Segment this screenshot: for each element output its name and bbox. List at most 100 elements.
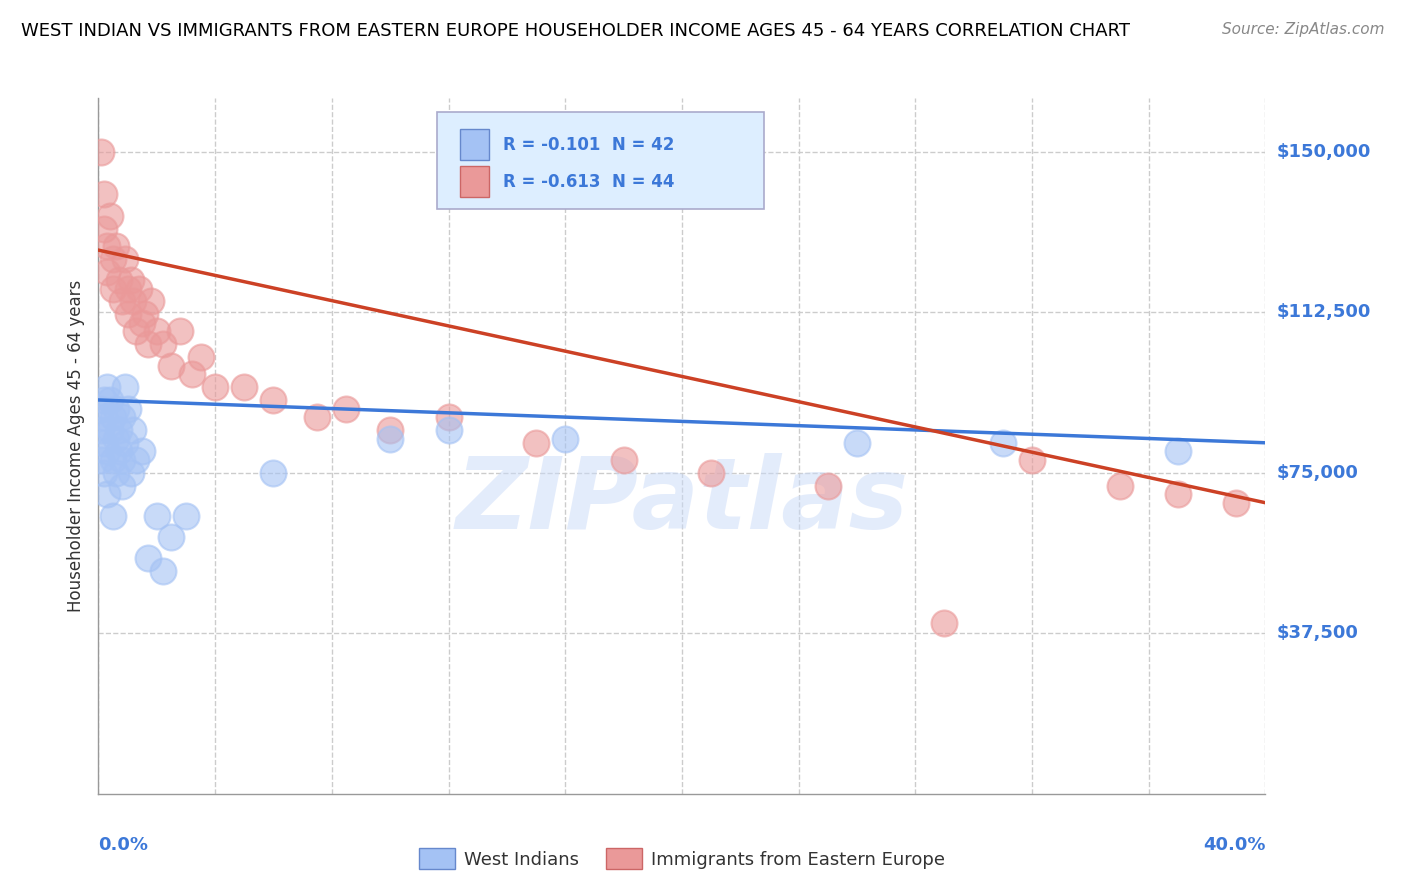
- Point: [108, 444, 131, 458]
- Point: [131, 444, 153, 458]
- Point: [90, 401, 112, 416]
- Point: [160, 530, 183, 544]
- Point: [96, 487, 118, 501]
- Point: [104, 401, 127, 416]
- Point: [98, 392, 121, 407]
- Text: $37,500: $37,500: [1277, 624, 1358, 642]
- Point: [93, 221, 115, 235]
- Point: [160, 359, 183, 373]
- FancyBboxPatch shape: [460, 166, 489, 197]
- Legend: West Indians, Immigrants from Eastern Europe: West Indians, Immigrants from Eastern Eu…: [412, 841, 952, 877]
- Point: [136, 551, 159, 566]
- Point: [108, 273, 131, 287]
- Point: [190, 350, 212, 364]
- Point: [262, 392, 284, 407]
- Point: [96, 444, 118, 458]
- Point: [934, 615, 956, 630]
- Text: 0.0%: 0.0%: [98, 836, 149, 854]
- Text: R = -0.101  N = 42: R = -0.101 N = 42: [503, 136, 675, 153]
- Point: [122, 423, 145, 437]
- Point: [96, 239, 118, 253]
- Point: [1021, 453, 1043, 467]
- Point: [134, 307, 156, 321]
- Point: [524, 435, 547, 450]
- Point: [114, 380, 136, 394]
- Point: [437, 410, 460, 425]
- Point: [96, 380, 118, 394]
- Point: [114, 252, 136, 266]
- Text: WEST INDIAN VS IMMIGRANTS FROM EASTERN EUROPE HOUSEHOLDER INCOME AGES 45 - 64 YE: WEST INDIAN VS IMMIGRANTS FROM EASTERN E…: [21, 22, 1130, 40]
- FancyBboxPatch shape: [437, 112, 763, 210]
- Point: [111, 294, 134, 309]
- Point: [101, 252, 124, 266]
- Point: [101, 508, 124, 523]
- Point: [846, 435, 869, 450]
- Point: [111, 410, 134, 425]
- Point: [612, 453, 634, 467]
- Text: $112,500: $112,500: [1277, 303, 1371, 321]
- Point: [117, 307, 139, 321]
- FancyBboxPatch shape: [460, 129, 489, 161]
- Point: [131, 316, 153, 330]
- Point: [120, 466, 142, 480]
- Point: [169, 325, 191, 339]
- Point: [128, 282, 150, 296]
- Point: [101, 410, 124, 425]
- Point: [1225, 496, 1247, 510]
- Point: [335, 401, 357, 416]
- Point: [817, 478, 839, 492]
- Text: $75,000: $75,000: [1277, 464, 1358, 482]
- Point: [114, 435, 136, 450]
- Point: [98, 209, 121, 223]
- Point: [174, 508, 197, 523]
- Point: [93, 187, 115, 202]
- Point: [93, 466, 115, 480]
- Point: [90, 423, 112, 437]
- Point: [104, 432, 127, 446]
- Point: [136, 337, 159, 351]
- Point: [117, 401, 139, 416]
- Point: [104, 239, 127, 253]
- Text: 40.0%: 40.0%: [1204, 836, 1265, 854]
- Point: [125, 325, 148, 339]
- Point: [93, 410, 115, 425]
- Point: [117, 282, 139, 296]
- Point: [380, 432, 402, 446]
- Point: [111, 453, 134, 467]
- Point: [111, 478, 134, 492]
- Point: [146, 508, 169, 523]
- Point: [101, 453, 124, 467]
- Point: [101, 282, 124, 296]
- Point: [90, 145, 112, 159]
- Point: [108, 423, 131, 437]
- Point: [90, 453, 112, 467]
- Point: [152, 564, 174, 578]
- Point: [700, 466, 723, 480]
- Point: [93, 392, 115, 407]
- Point: [437, 423, 460, 437]
- Point: [139, 294, 162, 309]
- Point: [307, 410, 329, 425]
- Text: $150,000: $150,000: [1277, 143, 1371, 161]
- Text: ZIPatlas: ZIPatlas: [456, 453, 908, 550]
- Point: [180, 368, 202, 382]
- Point: [1167, 487, 1189, 501]
- Point: [204, 380, 226, 394]
- Text: R = -0.613  N = 44: R = -0.613 N = 44: [503, 173, 675, 191]
- Point: [1108, 478, 1130, 492]
- Point: [120, 273, 142, 287]
- Point: [152, 337, 174, 351]
- Point: [1167, 444, 1189, 458]
- Y-axis label: Householder Income Ages 45 - 64 years: Householder Income Ages 45 - 64 years: [66, 280, 84, 612]
- Point: [125, 453, 148, 467]
- Point: [146, 325, 169, 339]
- Point: [991, 435, 1014, 450]
- Point: [262, 466, 284, 480]
- Point: [98, 423, 121, 437]
- Point: [554, 432, 576, 446]
- Point: [93, 435, 115, 450]
- Point: [122, 294, 145, 309]
- Point: [233, 380, 256, 394]
- Point: [104, 466, 127, 480]
- Text: Source: ZipAtlas.com: Source: ZipAtlas.com: [1222, 22, 1385, 37]
